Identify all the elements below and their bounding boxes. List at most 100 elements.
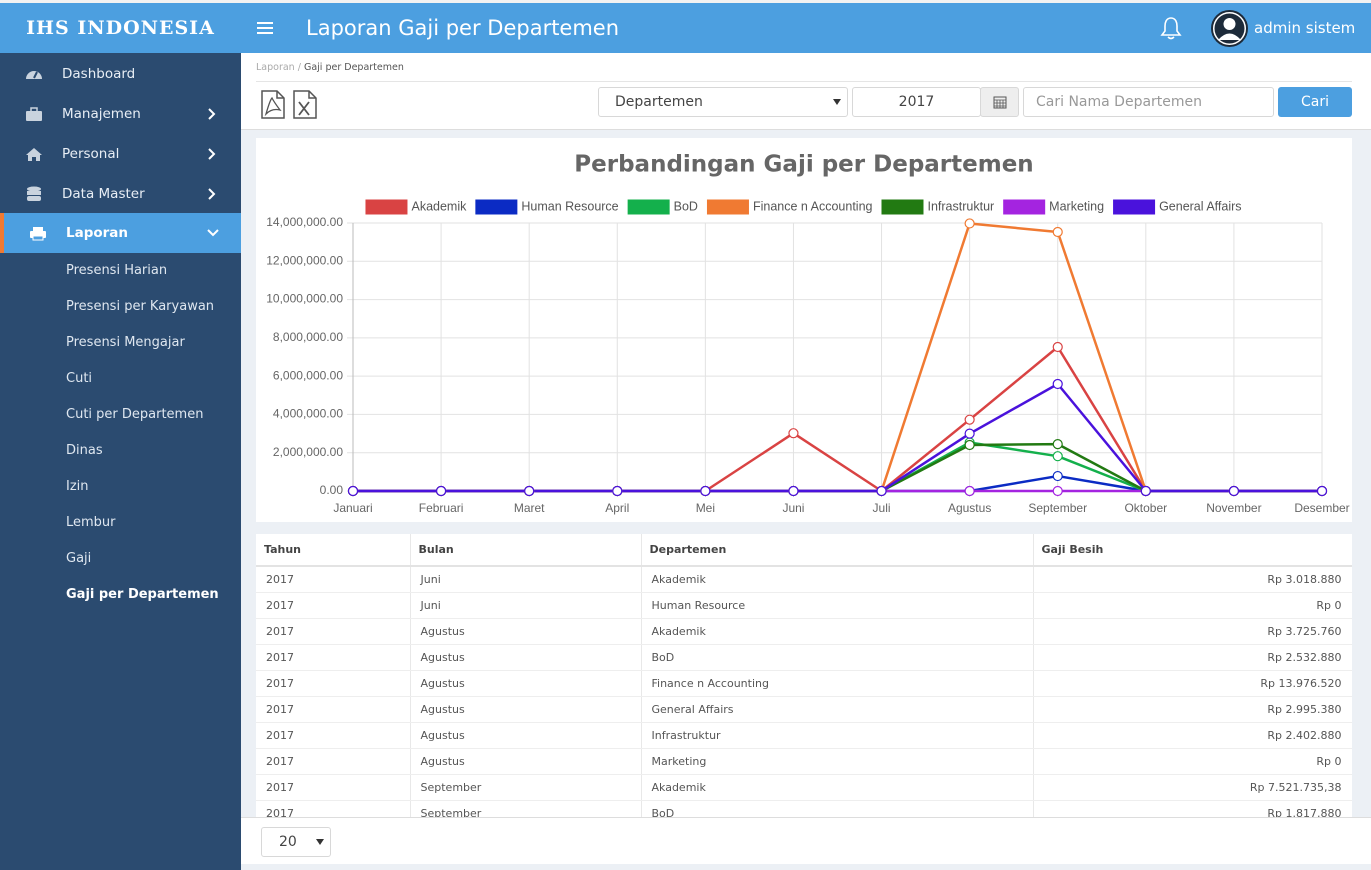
submenu-item[interactable]: Dinas: [66, 443, 103, 458]
legend-item[interactable]: Marketing: [1003, 199, 1104, 215]
legend-item[interactable]: Finance n Accounting: [706, 199, 873, 215]
x-tick-label: Juli: [873, 501, 891, 515]
series-line: [353, 442, 1322, 493]
table-cell: Akademik: [641, 774, 1034, 801]
legend-item[interactable]: General Affairs: [1113, 199, 1242, 215]
legend-item[interactable]: Infrastruktur: [881, 199, 994, 215]
year-value: 2017: [898, 94, 935, 110]
table-cell: Agustus: [410, 670, 642, 697]
x-tick-label: Maret: [514, 501, 545, 515]
y-tick-label: 2,000,000.00: [273, 445, 343, 459]
legend-item[interactable]: BoD: [627, 199, 698, 215]
legend: Akademik Human Resource BoD Finance n Accou…: [365, 199, 1242, 215]
column-header[interactable]: Tahun: [256, 534, 411, 567]
submenu-item[interactable]: Gaji: [66, 551, 92, 566]
table-cell: Rp 7.521.735,38: [1033, 774, 1352, 801]
column-header[interactable]: Departemen: [641, 534, 1034, 567]
submenu-item[interactable]: Cuti per Departemen: [66, 407, 204, 422]
menu-item[interactable]: Dashboard: [0, 54, 241, 94]
submenu-item[interactable]: Presensi Mengajar: [66, 335, 185, 350]
table-cell: Agustus: [410, 722, 642, 749]
menu-item[interactable]: Personal: [0, 134, 241, 174]
table-cell: Rp 2.402.880: [1033, 722, 1352, 749]
export-excel[interactable]: [292, 90, 318, 120]
y-tick-label: 14,000,000.00: [266, 215, 343, 229]
calendar-button[interactable]: [980, 87, 1019, 117]
year-input[interactable]: 2017: [852, 87, 981, 117]
user-avatar[interactable]: [1211, 10, 1248, 47]
page-size-select[interactable]: 20: [261, 827, 331, 857]
data-point: [964, 485, 975, 497]
menu-label: Manajemen: [62, 106, 141, 122]
brand[interactable]: IHS INDONESIA: [26, 17, 215, 39]
table-row: 2017 Agustus General Affairs Rp 2.995.380: [256, 696, 1352, 723]
legend-label: Human Resource: [521, 199, 618, 213]
table-cell: Rp 13.976.520: [1033, 670, 1352, 697]
menu-toggle[interactable]: [257, 21, 275, 35]
divider: [256, 81, 1352, 82]
data-point: [347, 485, 359, 497]
table-cell: Juni: [410, 592, 642, 619]
select-label: Departemen: [615, 94, 703, 110]
table-row: 2017 Juni Human Resource Rp 0: [256, 592, 1352, 619]
menu-label: Dashboard: [62, 66, 136, 82]
table-cell: 2017: [256, 592, 411, 619]
table-cell: Agustus: [410, 618, 642, 645]
menu-item-active[interactable]: Laporan: [0, 213, 241, 253]
table-cell: Akademik: [641, 618, 1034, 645]
user-name[interactable]: admin sistem: [1254, 19, 1356, 37]
x-tick-label: April: [605, 501, 629, 515]
x-tick-label: September: [1028, 501, 1087, 515]
chart-card: Perbandingan Gaji per Departemen 0.00 2,0…: [256, 138, 1352, 522]
table-row: 2017 Agustus BoD Rp 2.532.880: [256, 644, 1352, 671]
menu-item[interactable]: Manajemen: [0, 94, 241, 134]
search-input[interactable]: Cari Nama Departemen: [1023, 87, 1274, 117]
data-point: [1140, 485, 1151, 497]
department-select[interactable]: Departemen: [598, 87, 848, 117]
table-cell: Rp 2.532.880: [1033, 644, 1352, 671]
submenu-item[interactable]: Presensi Harian: [66, 263, 168, 278]
column-header[interactable]: Bulan: [410, 534, 642, 567]
table-cell: Human Resource: [641, 592, 1034, 619]
table-cell: Agustus: [410, 696, 642, 723]
notification-bell[interactable]: [1160, 16, 1182, 40]
search-placeholder: Cari Nama Departemen: [1036, 94, 1203, 110]
legend-swatch: [881, 199, 924, 215]
breadcrumb-separator: /: [297, 62, 301, 73]
export-pdf[interactable]: [260, 90, 286, 120]
table-cell: Marketing: [641, 748, 1034, 775]
series-line: [353, 441, 1322, 493]
table-cell: Akademik: [641, 566, 1034, 593]
legend-label: Akademik: [411, 199, 467, 213]
legend-swatch: [1003, 199, 1046, 215]
breadcrumb-parent[interactable]: Laporan: [256, 62, 295, 73]
table-cell: General Affairs: [641, 696, 1034, 723]
grid: [347, 222, 1323, 497]
data-point: [788, 428, 799, 439]
table-row: 2017 Agustus Akademik Rp 3.725.760: [256, 618, 1352, 645]
x-tick-label: November: [1206, 501, 1261, 515]
menu-item[interactable]: Data Master: [0, 174, 241, 214]
data-point: [1052, 226, 1063, 238]
submenu-item[interactable]: Cuti: [66, 371, 93, 386]
submenu-item[interactable]: Lembur: [66, 515, 116, 530]
menu-label: Personal: [62, 146, 120, 162]
column-header[interactable]: Gaji Besih: [1033, 534, 1352, 567]
table-cell: Rp 0: [1033, 592, 1352, 619]
data-point: [700, 485, 711, 497]
submenu-item[interactable]: Gaji per Departemen: [66, 587, 219, 602]
table-cell: 2017: [256, 774, 411, 801]
legend-item[interactable]: Akademik: [365, 199, 467, 215]
data-point: [1052, 439, 1063, 450]
page-size-value: 20: [279, 834, 297, 850]
x-tick-label: Agustus: [948, 501, 991, 515]
legend-label: BoD: [674, 199, 698, 213]
submenu-item[interactable]: Presensi per Karyawan: [66, 299, 215, 314]
sidebar: Dashboard Manajemen Personal Data Master…: [0, 53, 241, 870]
legend-item[interactable]: Human Resource: [475, 199, 619, 215]
submenu-item[interactable]: Izin: [66, 479, 89, 494]
table-cell: Finance n Accounting: [641, 670, 1034, 697]
search-button[interactable]: Cari: [1278, 87, 1352, 117]
chart: Perbandingan Gaji per Departemen 0.00 2,0…: [266, 152, 1349, 516]
